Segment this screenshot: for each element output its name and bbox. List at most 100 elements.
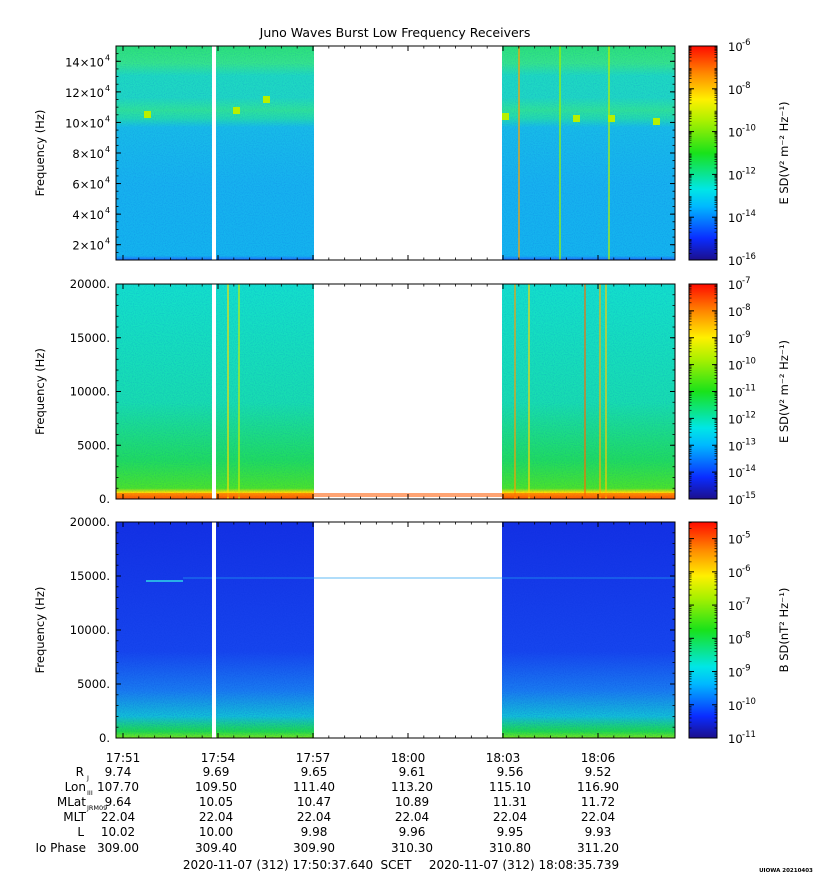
y-tick-exponent: 4 bbox=[105, 114, 110, 123]
colorbar-tick-exponent: -14 bbox=[742, 209, 756, 219]
spectrogram-panel-bottom: 0. 5000. 10000. 15000. 20000. Frequency (Hz) 1… bbox=[33, 515, 791, 746]
ephemeris-value: 11.72 bbox=[581, 795, 615, 809]
colorbar-tick-label: 10 bbox=[728, 359, 743, 373]
x-tick-label: 17:51 bbox=[106, 751, 141, 765]
colorbar-tick-exponent: -8 bbox=[742, 303, 750, 313]
y-axis-label: Frequency (Hz) bbox=[33, 587, 47, 674]
colorbar-tick-label: 10 bbox=[728, 168, 743, 182]
ephemeris-value: 9.96 bbox=[399, 825, 426, 839]
ephemeris-value: 309.90 bbox=[293, 841, 335, 855]
data-gap bbox=[212, 522, 216, 738]
y-tick-label: 15000. bbox=[70, 569, 110, 583]
spectrogram-noise bbox=[116, 46, 212, 260]
colorbar-tick-label: 10 bbox=[728, 533, 743, 547]
ephemeris-row-label-subscript: III bbox=[87, 789, 93, 797]
colorbar-tick-label: 10 bbox=[728, 666, 743, 680]
colorbar-tick-exponent: -9 bbox=[742, 330, 750, 340]
y-tick-label: 15000. bbox=[70, 331, 110, 345]
ephemeris-value: 22.04 bbox=[395, 810, 429, 824]
x-tick-label: 18:06 bbox=[581, 751, 616, 765]
ephemeris-value: 9.98 bbox=[301, 825, 328, 839]
colorbar-tick-exponent: -11 bbox=[742, 384, 756, 394]
y-tick-exponent: 4 bbox=[105, 206, 110, 215]
x-tick-label: 18:03 bbox=[486, 751, 521, 765]
ephemeris-value: 310.30 bbox=[391, 841, 433, 855]
colorbar-tick-label: 10 bbox=[728, 632, 743, 646]
colorbar-frame bbox=[688, 521, 718, 739]
ephemeris-table: R J 9.74 9.69 9.65 9.61 9.56 9.52 Lon III 107.70 10… bbox=[35, 765, 619, 855]
colorbar-tick-label: 10 bbox=[728, 83, 743, 97]
y-tick-label: 8×10 bbox=[72, 147, 104, 161]
emission-blob bbox=[144, 111, 151, 118]
spectrogram-noise bbox=[216, 284, 314, 499]
colorbar-tick-exponent: -16 bbox=[742, 252, 756, 262]
y-tick-label: 5000. bbox=[77, 677, 110, 691]
y-axis-label: Frequency (Hz) bbox=[33, 348, 47, 435]
ephemeris-value: 107.70 bbox=[97, 780, 139, 794]
low-frequency-emission bbox=[116, 493, 675, 497]
ephemeris-value: 9.74 bbox=[105, 765, 132, 779]
colorbar-tick-exponent: -10 bbox=[742, 697, 756, 707]
emission-blob bbox=[233, 107, 240, 114]
spectrogram-panel-middle: 0. 5000. 10000. 15000. 20000. Frequency (Hz) 1… bbox=[33, 276, 791, 507]
colorbar-tick-exponent: -6 bbox=[742, 564, 750, 574]
colorbar bbox=[689, 522, 717, 738]
footer-scet-label: SCET bbox=[381, 858, 413, 872]
ephemeris-value: 9.56 bbox=[497, 765, 524, 779]
ephemeris-value: 111.40 bbox=[293, 780, 335, 794]
y-tick-label: 6×10 bbox=[72, 178, 104, 192]
colorbar-tick-label: 10 bbox=[728, 305, 743, 319]
ephemeris-value: 10.02 bbox=[101, 825, 135, 839]
ephemeris-value: 10.00 bbox=[199, 825, 233, 839]
ephemeris-row-label: MLT bbox=[63, 810, 86, 824]
ephemeris-row-label: Lon bbox=[65, 780, 86, 794]
ephemeris-value: 116.90 bbox=[577, 780, 619, 794]
colorbar-tick-label: 10 bbox=[728, 254, 743, 268]
ephemeris-value: 310.80 bbox=[489, 841, 531, 855]
colorbar-tick-label: 10 bbox=[728, 211, 743, 225]
ephemeris-row-label: L bbox=[77, 825, 84, 839]
ephemeris-value: 309.00 bbox=[97, 841, 139, 855]
ephemeris-row-label: R bbox=[76, 765, 84, 779]
x-tick-label: 18:00 bbox=[391, 751, 426, 765]
colorbar-tick-exponent: -10 bbox=[742, 357, 756, 367]
ephemeris-value: 11.31 bbox=[493, 795, 527, 809]
colorbar-tick-label: 10 bbox=[728, 493, 743, 507]
y-tick-label: 14×10 bbox=[65, 55, 104, 69]
colorbar-tick-exponent: -9 bbox=[742, 664, 750, 674]
colorbar-tick-label: 10 bbox=[728, 332, 743, 346]
y-tick-label: 4×10 bbox=[72, 208, 104, 222]
colorbar-tick-exponent: -8 bbox=[742, 630, 750, 640]
colorbar-tick-label: 10 bbox=[728, 278, 743, 292]
spectrogram-noise bbox=[116, 522, 212, 738]
y-tick-exponent: 4 bbox=[105, 53, 110, 62]
ephemeris-value: 22.04 bbox=[199, 810, 233, 824]
ephemeris-value: 22.04 bbox=[493, 810, 527, 824]
ephemeris-value: 109.50 bbox=[195, 780, 237, 794]
ephemeris-row-label: Io Phase bbox=[35, 841, 86, 855]
y-tick-exponent: 4 bbox=[105, 84, 110, 93]
time-axis: 17:51 17:54 17:57 18:00 18:03 18:06 bbox=[106, 751, 616, 765]
y-tick-label: 12×10 bbox=[65, 86, 104, 100]
ephemeris-value: 22.04 bbox=[101, 810, 135, 824]
ephemeris-value: 22.04 bbox=[297, 810, 331, 824]
colorbar-tick-exponent: -6 bbox=[742, 38, 750, 48]
footer-credit: UIOWA 20210403 bbox=[759, 868, 813, 874]
colorbar-tick-exponent: -7 bbox=[742, 276, 750, 286]
data-gap bbox=[212, 46, 216, 260]
y-tick-label: 0. bbox=[99, 731, 110, 745]
colorbar-tick-exponent: -7 bbox=[742, 597, 750, 607]
spectrogram-noise bbox=[216, 46, 314, 260]
ephemeris-value: 9.61 bbox=[399, 765, 426, 779]
colorbar-label: E SD(V² m⁻² Hz⁻¹) bbox=[777, 101, 791, 204]
emission-blob bbox=[263, 96, 270, 103]
y-tick-label: 10×10 bbox=[65, 116, 104, 130]
y-tick-label: 20000. bbox=[70, 515, 110, 529]
colorbar-tick-label: 10 bbox=[728, 40, 743, 54]
emission-blob bbox=[573, 115, 580, 122]
footer-start-time: 2020-11-07 (312) 17:50:37.640 bbox=[183, 858, 373, 872]
y-tick-exponent: 4 bbox=[105, 145, 110, 154]
y-tick-exponent: 4 bbox=[105, 176, 110, 185]
ephemeris-value: 10.05 bbox=[199, 795, 233, 809]
